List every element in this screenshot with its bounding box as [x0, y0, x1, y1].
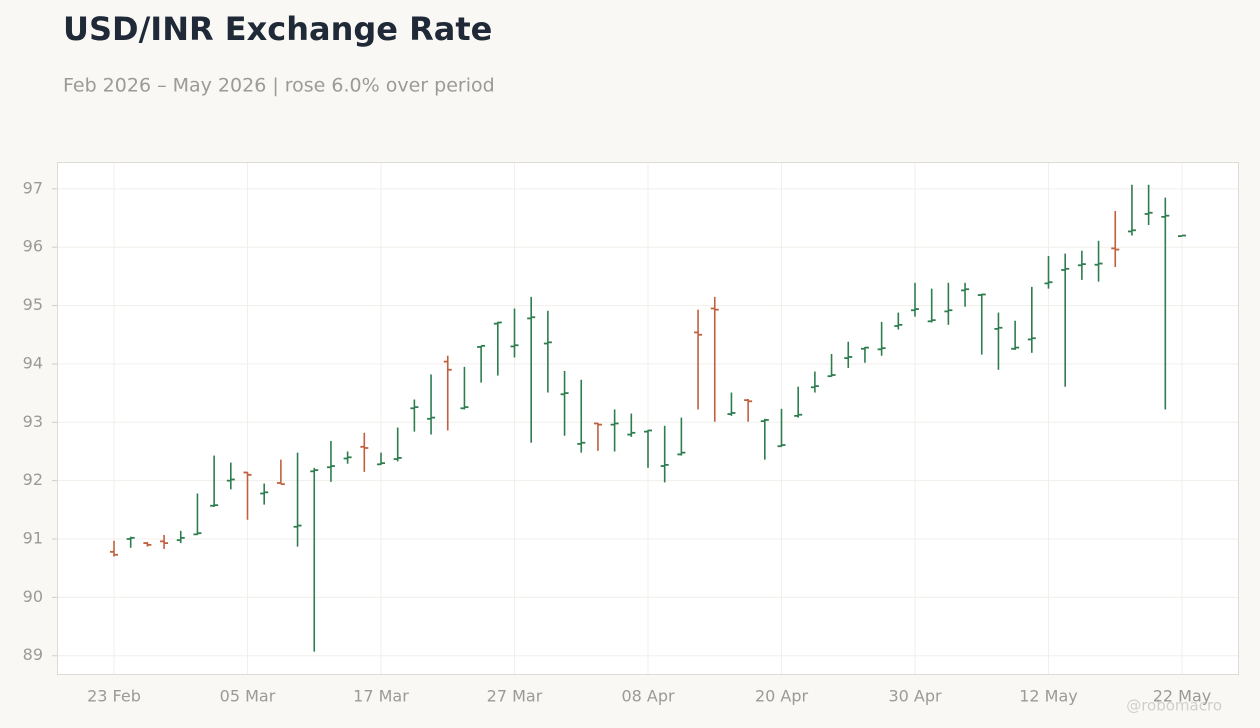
x-tick-label: 30 Apr	[888, 687, 942, 706]
y-tick-label: 94	[23, 353, 43, 372]
chart-title: USD/INR Exchange Rate	[63, 10, 492, 48]
chart-subtitle: Feb 2026 – May 2026 | rose 6.0% over per…	[63, 75, 495, 97]
x-tick-label: 23 Feb	[87, 687, 141, 706]
x-tick-label: 27 Mar	[487, 687, 543, 706]
x-tick-label: 08 Apr	[621, 687, 675, 706]
y-tick-label: 96	[23, 237, 43, 256]
y-tick-label: 90	[23, 587, 43, 606]
x-tick-label: 17 Mar	[353, 687, 409, 706]
y-tick-label: 92	[23, 470, 43, 489]
x-tick-label: 05 Mar	[220, 687, 276, 706]
y-tick-label: 89	[23, 645, 43, 664]
y-tick-label: 91	[23, 529, 43, 548]
x-tick-label: 22 May	[1153, 687, 1212, 706]
watermark: @robomacro	[1126, 697, 1222, 715]
x-tick-label: 20 Apr	[755, 687, 809, 706]
y-tick-label: 97	[23, 178, 43, 197]
x-tick-label: 12 May	[1019, 687, 1078, 706]
y-tick-label: 93	[23, 412, 43, 431]
y-tick-label: 95	[23, 295, 43, 314]
